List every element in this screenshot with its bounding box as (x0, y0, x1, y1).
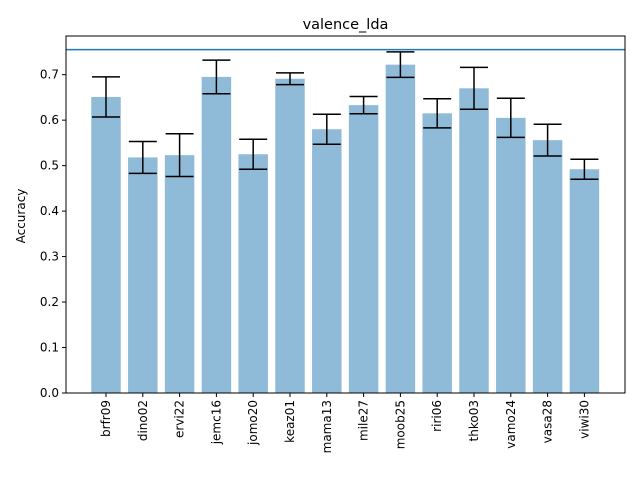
x-tick-label-brfr09: brfr09 (99, 400, 113, 437)
bar-mama13 (312, 129, 342, 393)
y-tick-label-0.2: 0.2 (40, 295, 59, 309)
error-bars-group (92, 51, 599, 181)
x-tick-label-vamo24: vamo24 (504, 400, 518, 449)
bars-group (91, 64, 600, 394)
bar-moob25 (385, 64, 416, 394)
x-tick-label-jomo20: jomo20 (246, 400, 260, 446)
plot-frame (65, 35, 626, 394)
axes-group (65, 35, 626, 394)
bar-jomo20 (238, 154, 268, 393)
bar-riri06 (422, 113, 452, 393)
x-ticks-group: brfr09 dino02 ervi22 jemc16 jomo20 keaz01 mama… (99, 393, 591, 453)
y-axis-label: Accuracy (14, 189, 28, 244)
y-tick-label-0.0: 0.0 (40, 386, 59, 400)
x-tick-label-viwi30: viwi30 (577, 400, 591, 439)
bar-mile27 (348, 105, 379, 394)
bar-ervi22 (164, 155, 195, 393)
x-tick-label-mama13: mama13 (320, 400, 334, 453)
bar-vasa28 (532, 140, 563, 393)
bar-jemc16 (201, 76, 232, 394)
y-ticks-group: 0.0 0.1 0.2 0.3 0.4 0.5 0.6 0.7 (40, 68, 66, 400)
y-tick-label-0.6: 0.6 (40, 113, 59, 127)
bar-thko03 (459, 88, 489, 393)
x-tick-label-vasa28: vasa28 (541, 400, 555, 443)
bar-vamo24 (496, 117, 526, 394)
x-tick-label-mile27: mile27 (357, 400, 371, 441)
y-tick-label-0.1: 0.1 (40, 341, 59, 355)
y-tick-label-0.5: 0.5 (40, 159, 59, 173)
chart-title: valence_lda (303, 17, 389, 33)
x-tick-label-keaz01: keaz01 (283, 400, 297, 443)
x-tick-label-ervi22: ervi22 (173, 400, 187, 438)
bar-brfr09 (91, 96, 121, 393)
y-tick-label-0.3: 0.3 (40, 250, 59, 264)
x-tick-label-moob25: moob25 (393, 400, 407, 449)
x-tick-label-thko03: thko03 (467, 400, 481, 441)
x-tick-label-dino02: dino02 (136, 400, 150, 441)
bar-dino02 (128, 157, 158, 393)
bar-viwi30 (569, 169, 600, 393)
x-tick-label-jemc16: jemc16 (209, 400, 223, 445)
x-tick-label-riri06: riri06 (430, 400, 444, 432)
y-tick-label-0.7: 0.7 (40, 68, 59, 82)
bar-keaz01 (275, 78, 305, 393)
y-tick-label-0.4: 0.4 (40, 204, 59, 218)
